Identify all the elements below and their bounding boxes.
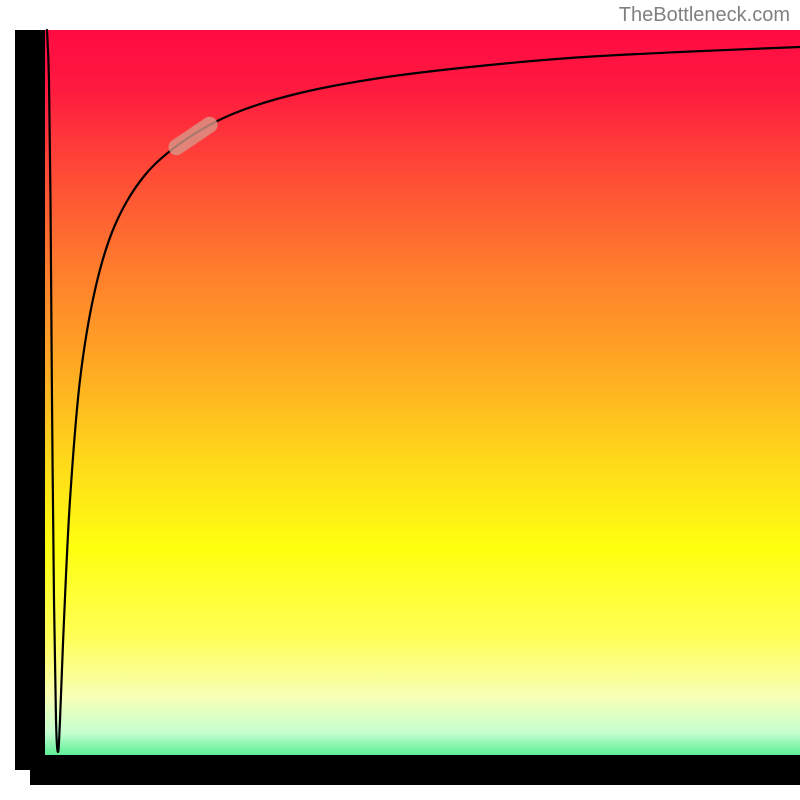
chart-container: TheBottleneck.com — [0, 0, 800, 800]
bottleneck-chart — [0, 0, 800, 800]
plot-background — [30, 30, 800, 770]
watermark-text: TheBottleneck.com — [619, 4, 790, 27]
